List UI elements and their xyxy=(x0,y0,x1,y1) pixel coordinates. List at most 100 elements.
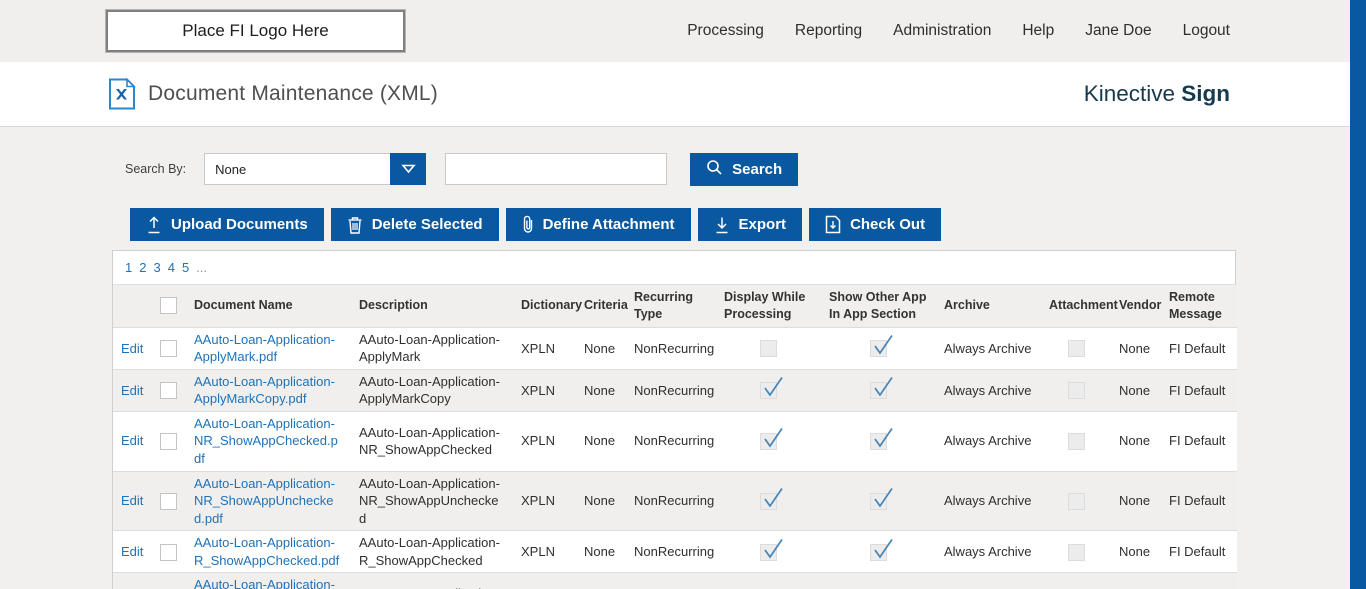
archive-cell: Always Archive xyxy=(936,573,1041,589)
vendor-cell: None xyxy=(1119,382,1151,398)
header-description: Description xyxy=(351,285,513,328)
search-row: Search By: None Search xyxy=(125,152,1236,186)
brand-regular: Kinective xyxy=(1083,81,1175,106)
document-xml-icon xyxy=(108,78,136,110)
row-checkbox[interactable] xyxy=(160,543,177,561)
document-name-link[interactable]: AAuto-Loan-Application-ApplyMarkCopy.pdf xyxy=(194,373,335,407)
row-checkbox[interactable] xyxy=(160,492,177,510)
search-by-dropdown[interactable]: None xyxy=(204,153,427,185)
search-button[interactable]: Search xyxy=(690,152,799,186)
description-cell: AAuto-Loan-Application-R_ShowAppChecked xyxy=(359,535,500,568)
documents-table-container: 1 2 3 4 5... Document Name Description Diction… xyxy=(112,250,1237,589)
recurring-type-cell: NonRecurring xyxy=(634,493,715,509)
nav-item-administration[interactable]: Administration xyxy=(893,22,992,39)
title-band: Document Maintenance (XML) Kinective Sig… xyxy=(0,62,1366,127)
description-cell: AAuto-Loan-Application-NR_ShowAppChecked xyxy=(359,424,500,458)
remote-message-cell: FI Default xyxy=(1169,340,1226,356)
page-link-5[interactable]: 5 xyxy=(181,260,190,275)
main-content: Search By: None Search Upload Documents D… xyxy=(0,152,1366,589)
documents-table: Document Name Description Dictionary Criter… xyxy=(113,285,1237,589)
nav-item-reporting[interactable]: Reporting xyxy=(794,22,863,39)
vendor-cell: None xyxy=(1119,493,1151,509)
edit-link[interactable]: Edit xyxy=(121,382,144,398)
chevron-down-icon[interactable] xyxy=(390,153,427,185)
table-row: EditAAuto-Loan-Application-R_ShowAppUnch… xyxy=(113,572,1237,589)
show-other-app-checkbox-checked xyxy=(870,487,893,510)
recurring-type-cell: NonRecurring xyxy=(634,433,715,449)
define-attachment-button[interactable]: Define Attachment xyxy=(505,208,691,241)
attachment-checkbox-unchecked xyxy=(1067,492,1085,510)
attachment-checkbox-unchecked xyxy=(1067,543,1085,561)
recurring-type-cell: NonRecurring xyxy=(626,573,716,589)
pagination-ellipsis: ... xyxy=(196,260,208,275)
download-icon xyxy=(714,216,730,234)
document-name-link[interactable]: AAuto-Loan-Application-R_ShowAppChecked.… xyxy=(194,535,340,568)
document-name-link[interactable]: AAuto-Loan-Application-ApplyMark.pdf xyxy=(194,331,335,365)
edit-link[interactable]: Edit xyxy=(121,433,144,449)
header-document-name: Document Name xyxy=(186,285,351,328)
display-while-processing-checkbox-unchecked xyxy=(760,340,777,358)
toolbar: Upload Documents Delete Selected Define At… xyxy=(130,208,1236,241)
document-name-link[interactable]: AAuto-Loan-Application-NR_ShowAppUncheck… xyxy=(194,475,335,526)
search-by-label: Search By: xyxy=(125,162,187,176)
page-link-3[interactable]: 3 xyxy=(153,260,161,275)
table-row: Edit AAuto-Loan-Application-R_ShowAppChec… xyxy=(113,530,1237,573)
display-while-processing-checkbox-checked xyxy=(760,428,783,451)
row-checkbox[interactable] xyxy=(160,382,177,400)
row-checkbox[interactable] xyxy=(160,433,177,451)
nav-item-jane-doe[interactable]: Jane Doe xyxy=(1085,22,1152,39)
description-cell: AAuto-Loan-Application-ApplyMark xyxy=(359,331,500,365)
brand-logo: Kinective Sign xyxy=(1084,81,1230,107)
dictionary-cell: XPLN xyxy=(521,340,555,356)
define-attachment-label: Define Attachment xyxy=(542,216,675,233)
description-cell: AAuto-Loan-Application-NR_ShowAppUncheck… xyxy=(359,475,500,526)
search-input[interactable] xyxy=(445,153,668,185)
attachment-checkbox-unchecked xyxy=(1067,433,1085,451)
header-show-other-app-in-app-section: Show Other App In App Section xyxy=(821,285,936,328)
search-button-label: Search xyxy=(732,160,783,178)
criteria-cell: None xyxy=(584,340,616,356)
criteria-cell: None xyxy=(584,493,616,509)
search-icon xyxy=(706,159,723,180)
trash-icon xyxy=(347,216,363,234)
page-link-1[interactable]: 1 xyxy=(125,260,133,275)
dictionary-cell: XPLN xyxy=(521,543,555,559)
nav-item-logout[interactable]: Logout xyxy=(1182,22,1230,39)
remote-message-cell: FI Default xyxy=(1169,382,1226,398)
display-while-processing-checkbox-checked xyxy=(760,377,783,400)
show-other-app-checkbox-checked xyxy=(870,538,893,561)
vertical-scrollbar[interactable] xyxy=(1350,0,1366,589)
table-header-row: Document Name Description Dictionary Criter… xyxy=(113,285,1237,328)
export-button[interactable]: Export xyxy=(697,208,803,241)
document-name-link[interactable]: AAuto-Loan-Application-NR_ShowAppChecked… xyxy=(194,415,338,467)
edit-link[interactable]: Edit xyxy=(121,543,144,559)
delete-selected-button[interactable]: Delete Selected xyxy=(330,208,499,241)
page-link-2[interactable]: 2 xyxy=(139,260,147,275)
nav-item-help[interactable]: Help xyxy=(1022,22,1055,39)
criteria-cell: None xyxy=(584,543,616,559)
select-all-checkbox[interactable] xyxy=(160,297,177,315)
vendor-cell: None xyxy=(1119,543,1151,559)
page-link-4[interactable]: 4 xyxy=(167,260,175,275)
upload-documents-button[interactable]: Upload Documents xyxy=(130,208,324,241)
header-remote-message: Remote Message xyxy=(1161,285,1237,328)
check-out-button[interactable]: Check Out xyxy=(809,208,942,241)
edit-link[interactable]: Edit xyxy=(121,493,144,509)
upload-documents-label: Upload Documents xyxy=(171,216,308,233)
nav-item-processing[interactable]: Processing xyxy=(687,22,764,39)
criteria-cell: None xyxy=(576,573,626,589)
show-other-app-checkbox-checked xyxy=(870,377,893,400)
archive-cell: Always Archive xyxy=(944,543,1032,559)
document-name-link[interactable]: AAuto-Loan-Application-R_ShowAppUnchecke… xyxy=(194,577,335,589)
attachment-checkbox-unchecked xyxy=(1067,340,1085,358)
fi-logo-text: Place FI Logo Here xyxy=(182,21,329,40)
recurring-type-cell: NonRecurring xyxy=(634,340,715,356)
header-vendor: Vendor xyxy=(1111,285,1161,328)
edit-link[interactable]: Edit xyxy=(121,340,144,356)
row-checkbox[interactable] xyxy=(160,340,177,358)
header-archive: Archive xyxy=(936,285,1041,328)
vendor-cell: None xyxy=(1119,433,1151,449)
archive-cell: Always Archive xyxy=(944,493,1032,509)
upload-icon xyxy=(146,215,162,234)
table-row: Edit AAuto-Loan-Application-NR_ShowAppUnc… xyxy=(113,471,1237,531)
